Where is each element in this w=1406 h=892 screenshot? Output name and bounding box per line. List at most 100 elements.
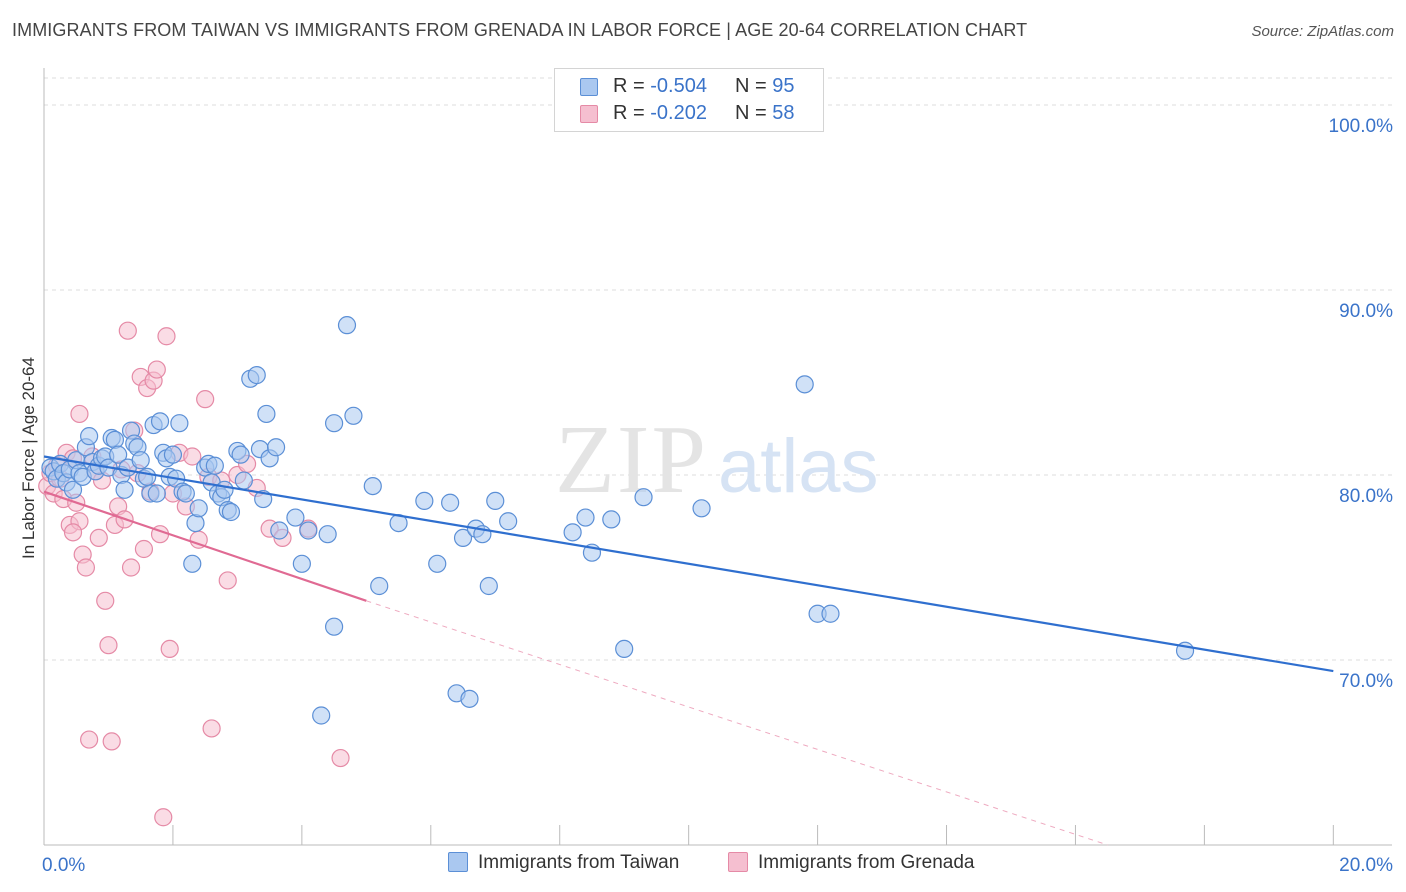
- taiwan-point: [131, 451, 150, 470]
- taiwan-point: [247, 366, 266, 385]
- taiwan-point: [460, 689, 479, 708]
- taiwan-point: [234, 471, 253, 490]
- y-axis-label: In Labor Force | Age 20-64: [19, 357, 38, 559]
- stats-legend-taiwan: R = -0.504 N = 95: [555, 73, 823, 101]
- taiwan-point: [231, 445, 250, 464]
- taiwan-point: [286, 508, 305, 527]
- taiwan-point: [363, 477, 382, 496]
- grid-lines: [44, 77, 1392, 661]
- taiwan-point: [163, 445, 183, 464]
- taiwan-point: [170, 414, 189, 433]
- grenada-legend-label: Immigrants from Grenada: [758, 852, 975, 873]
- taiwan-point: [176, 484, 195, 503]
- grenada-point: [118, 321, 137, 340]
- taiwan-point: [344, 406, 363, 425]
- tick-labels: 100.0% 90.0% 80.0% 70.0% 0.0% 20.0%: [42, 116, 1393, 876]
- taiwan-point: [370, 576, 389, 596]
- grenada-n-label: N =: [735, 102, 773, 124]
- grenada-point: [99, 636, 118, 655]
- taiwan-point: [299, 521, 318, 540]
- taiwan-point: [292, 554, 311, 573]
- taiwan-points: [41, 316, 1195, 725]
- chart-title: IMMIGRANTS FROM TAIWAN VS IMMIGRANTS FRO…: [12, 20, 1028, 40]
- taiwan-point: [486, 491, 505, 510]
- grenada-point: [157, 327, 176, 346]
- taiwan-point: [576, 508, 595, 527]
- trend-lines: [43, 455, 1334, 846]
- grenada-point: [196, 390, 215, 409]
- taiwan-legend-swatch: [448, 852, 468, 872]
- taiwan-point: [183, 554, 202, 573]
- grenada-point: [202, 719, 221, 738]
- grenada-legend-swatch: [728, 852, 748, 872]
- grenada-n-value: 58: [772, 102, 795, 124]
- grenada-points: [38, 321, 350, 827]
- y-tick-label: 100.0%: [1329, 116, 1394, 137]
- grenada-point: [63, 523, 83, 542]
- taiwan-point: [615, 639, 634, 659]
- taiwan-point: [634, 488, 653, 507]
- taiwan-point: [692, 499, 711, 518]
- taiwan-point: [221, 502, 241, 522]
- taiwan-point: [109, 445, 128, 464]
- taiwan-point: [63, 480, 83, 499]
- watermark-zip: ZIP: [555, 406, 708, 514]
- legend-item-taiwan[interactable]: Immigrants from Taiwan: [448, 852, 679, 874]
- legend-item-grenada[interactable]: Immigrants from Grenada: [728, 852, 974, 874]
- taiwan-r-label: R =: [613, 75, 651, 97]
- watermark-atlas: atlas: [718, 424, 879, 509]
- grenada-point: [102, 732, 121, 751]
- grenada-point: [70, 404, 89, 424]
- taiwan-point: [563, 523, 582, 542]
- grenada-point: [80, 730, 99, 749]
- grenada-r-label: R =: [613, 102, 651, 124]
- taiwan-point: [257, 404, 276, 424]
- taiwan-point: [80, 427, 99, 446]
- grenada-point: [218, 571, 237, 590]
- grenada-point: [89, 528, 108, 548]
- taiwan-point: [602, 510, 621, 529]
- taiwan-trend-line: [43, 455, 1334, 673]
- taiwan-point: [150, 412, 170, 431]
- grenada-point: [183, 447, 202, 466]
- grenada-r-value: -0.202: [650, 102, 707, 124]
- taiwan-point: [795, 375, 814, 394]
- taiwan-point: [428, 554, 447, 573]
- taiwan-point: [453, 528, 473, 548]
- watermark: ZIP atlas: [555, 406, 879, 514]
- taiwan-n-label: N =: [735, 75, 773, 97]
- x-tick-label: 0.0%: [42, 855, 85, 876]
- taiwan-point: [147, 484, 166, 503]
- source-label: Source: ZipAtlas.com: [1251, 23, 1394, 40]
- taiwan-point: [270, 521, 289, 540]
- taiwan-point: [324, 414, 344, 433]
- taiwan-point: [441, 493, 460, 512]
- grenada-point: [121, 558, 141, 577]
- grenada-point: [154, 808, 173, 827]
- taiwan-point: [266, 438, 286, 457]
- taiwan-point: [105, 430, 125, 449]
- grenada-point: [134, 539, 154, 559]
- grenada-trend-extension: [366, 600, 1108, 846]
- taiwan-point: [337, 316, 357, 335]
- taiwan-r-value: -0.504: [650, 75, 707, 97]
- stats-legend-grenada: R = -0.202 N = 58: [555, 100, 823, 128]
- y-tick-label: 90.0%: [1339, 301, 1393, 322]
- grenada-trend-line: [43, 490, 367, 602]
- taiwan-point: [205, 456, 224, 475]
- taiwan-point: [821, 604, 840, 623]
- y-tick-label: 70.0%: [1339, 671, 1393, 692]
- taiwan-point: [189, 499, 208, 518]
- taiwan-swatch: [580, 78, 598, 96]
- taiwan-point: [138, 467, 157, 486]
- grenada-point: [147, 360, 166, 379]
- taiwan-point: [115, 480, 134, 499]
- taiwan-point: [324, 617, 344, 636]
- grenada-point: [76, 558, 96, 577]
- taiwan-n-value: 95: [772, 75, 795, 97]
- x-tick-label: 20.0%: [1339, 855, 1393, 876]
- taiwan-point: [312, 706, 331, 725]
- taiwan-point: [186, 513, 205, 533]
- grenada-point: [96, 591, 115, 610]
